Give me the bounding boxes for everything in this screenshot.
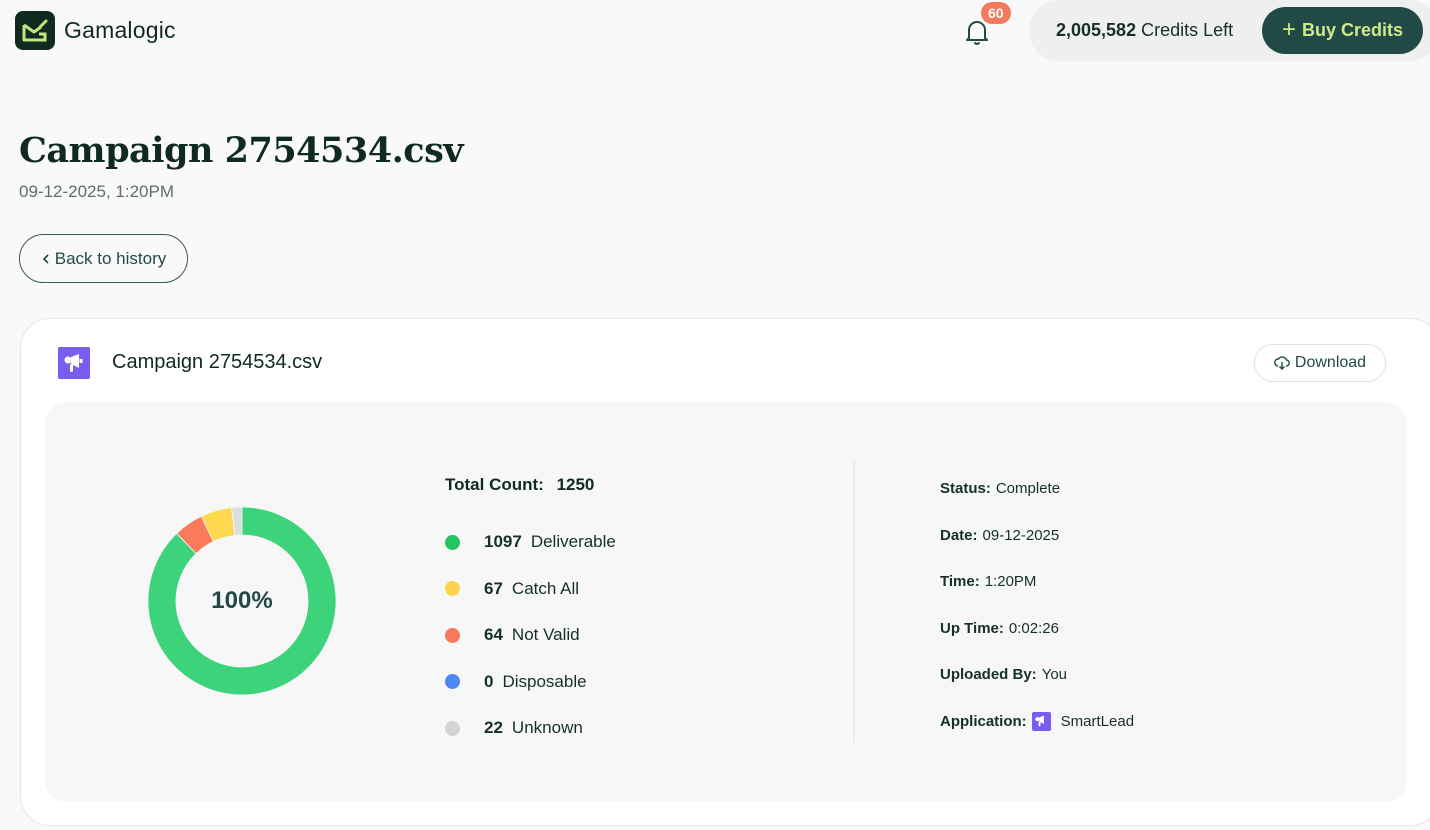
legend-dot [445,720,460,736]
legend-count: 64 [484,625,503,645]
legend-label: Unknown [511,718,583,738]
card-title: Campaign 2754534.csv [112,351,323,373]
status-value: Complete [995,480,1061,497]
results-donut-chart [147,506,337,696]
total-count: Total Count: 1250 [445,475,594,495]
notification-count-badge: 60 [981,2,1011,24]
uptime-label: Up Time: [940,619,1004,637]
cloud-download-icon [1273,356,1290,370]
application-label: Application: [940,712,1027,730]
plus-icon: + [1281,15,1296,43]
download-label: Download [1294,354,1367,371]
legend-label: Deliverable [530,532,616,552]
legend-label: Catch All [511,578,580,598]
bell-icon [966,21,988,45]
buy-credits-label: Buy Credits [1301,20,1404,40]
buy-credits-button[interactable]: + Buy Credits [1262,7,1423,54]
chevron-left-icon [42,253,49,264]
total-label: Total Count: [445,475,544,494]
smartlead-icon [1031,711,1051,731]
time-value: 1:20PM [984,573,1037,590]
time-row: Time: 1:20PM [940,573,1134,620]
envelope-check-icon [15,11,55,50]
legend-item-unknown: 22 Unknown [445,705,616,752]
legend-item-deliverable: 1097 Deliverable [445,519,616,566]
divider [853,460,855,742]
time-label: Time: [940,573,980,590]
legend-label: Not Valid [511,625,580,645]
date-label: Date: [940,526,978,544]
legend: 1097 Deliverable 67 Catch All 64 Not Val… [445,519,616,752]
legend-label: Disposable [502,671,587,691]
uptime-value: 0:02:26 [1008,619,1059,637]
back-label: Back to history [54,248,167,268]
uptime-row: Up Time: 0:02:26 [940,620,1134,667]
megaphone-icon [58,347,90,379]
credits-panel: 2,005,582 Credits Left + Buy Credits [1029,0,1430,61]
page-timestamp: 09-12-2025, 1:20PM [19,182,174,201]
brand-name: Gamalogic [64,17,176,43]
date-row: Date: 09-12-2025 [940,527,1134,574]
uploaded-by-value: You [1041,666,1067,683]
legend-dot [445,627,460,643]
application-value: SmartLead [1060,712,1135,730]
download-button[interactable]: Download [1254,344,1386,382]
legend-dot [445,581,460,597]
total-value: 1250 [556,475,595,494]
legend-count: 22 [484,718,503,738]
application-row: Application: SmartLead [940,711,1135,760]
legend-count: 67 [484,578,503,598]
campaign-card: Campaign 2754534.csv Download 100% Total… [20,318,1430,826]
status-label: Status: [940,480,991,497]
uploaded-by-row: Uploaded By: You [940,666,1134,713]
status-row: Status: Complete [940,480,1134,527]
credits-left: 2,005,582 Credits Left [1056,20,1233,41]
results-panel: 100% Total Count: 1250 1097 Deliverable … [45,402,1407,802]
page-title: Campaign 2754534.csv [19,130,464,171]
legend-item-not-valid: 64 Not Valid [445,612,616,659]
legend-dot [445,674,460,690]
back-to-history-button[interactable]: Back to history [19,234,188,283]
legend-count: 0 [484,671,494,691]
legend-dot [445,534,460,550]
legend-item-catch-all: 67 Catch All [445,566,616,613]
credits-suffix: Credits Left [1141,20,1234,40]
date-value: 09-12-2025 [982,526,1060,544]
legend-count: 1097 [484,532,522,552]
donut-center-label: 100% [211,587,273,614]
legend-item-disposable: 0 Disposable [445,659,616,706]
brand-logo[interactable]: Gamalogic [15,11,176,50]
notifications-button[interactable] [964,18,990,46]
uploaded-by-label: Uploaded By: [940,666,1037,683]
campaign-details: Status: Complete Date: 09-12-2025 Time: … [940,480,1134,759]
credits-amount: 2,005,582 [1056,20,1137,40]
